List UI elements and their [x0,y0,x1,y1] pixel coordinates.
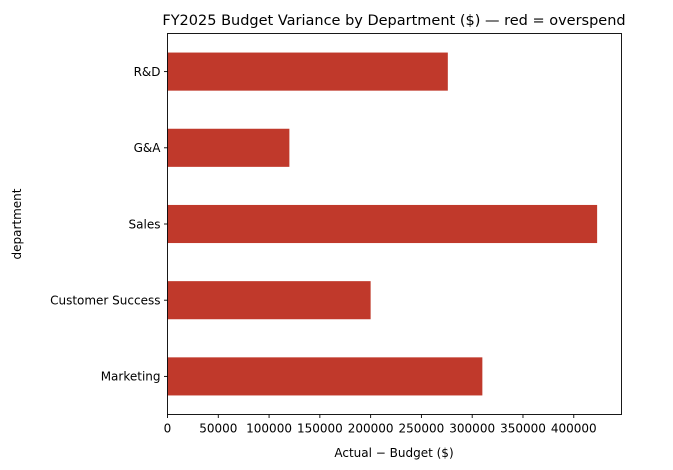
bar-customer-success [167,281,371,320]
y-tick-label: R&D [134,65,161,79]
x-tick-label: 150000 [297,422,343,436]
x-axis: 0 50000 100000 150000 200000 250000 300000 3500… [164,414,597,436]
bar-g-a [167,128,290,167]
bar-marketing [167,357,483,396]
x-tick-label: 350000 [500,422,546,436]
y-tick-label: Customer Success [50,294,160,308]
x-tick-label: 200000 [348,422,394,436]
bar-r-d [167,52,448,91]
bars-layer [167,52,598,396]
y-tick-label: Marketing [101,370,161,384]
x-axis-title: Actual − Budget ($) [334,446,453,460]
y-tick-label: G&A [134,141,162,155]
x-tick-label: 300000 [449,422,495,436]
x-tick-label: 250000 [399,422,445,436]
bar-sales [167,204,598,244]
x-tick-label: 400000 [551,422,597,436]
y-axis: Marketing Customer Success Sales G&A R&D [50,65,168,384]
y-axis-title: department [10,188,24,259]
x-tick-label: 50000 [199,422,237,436]
x-tick-label: 0 [164,422,172,436]
y-tick-label: Sales [129,217,161,231]
x-tick-label: 100000 [246,422,292,436]
chart-title: FY2025 Budget Variance by Department ($)… [162,13,625,29]
